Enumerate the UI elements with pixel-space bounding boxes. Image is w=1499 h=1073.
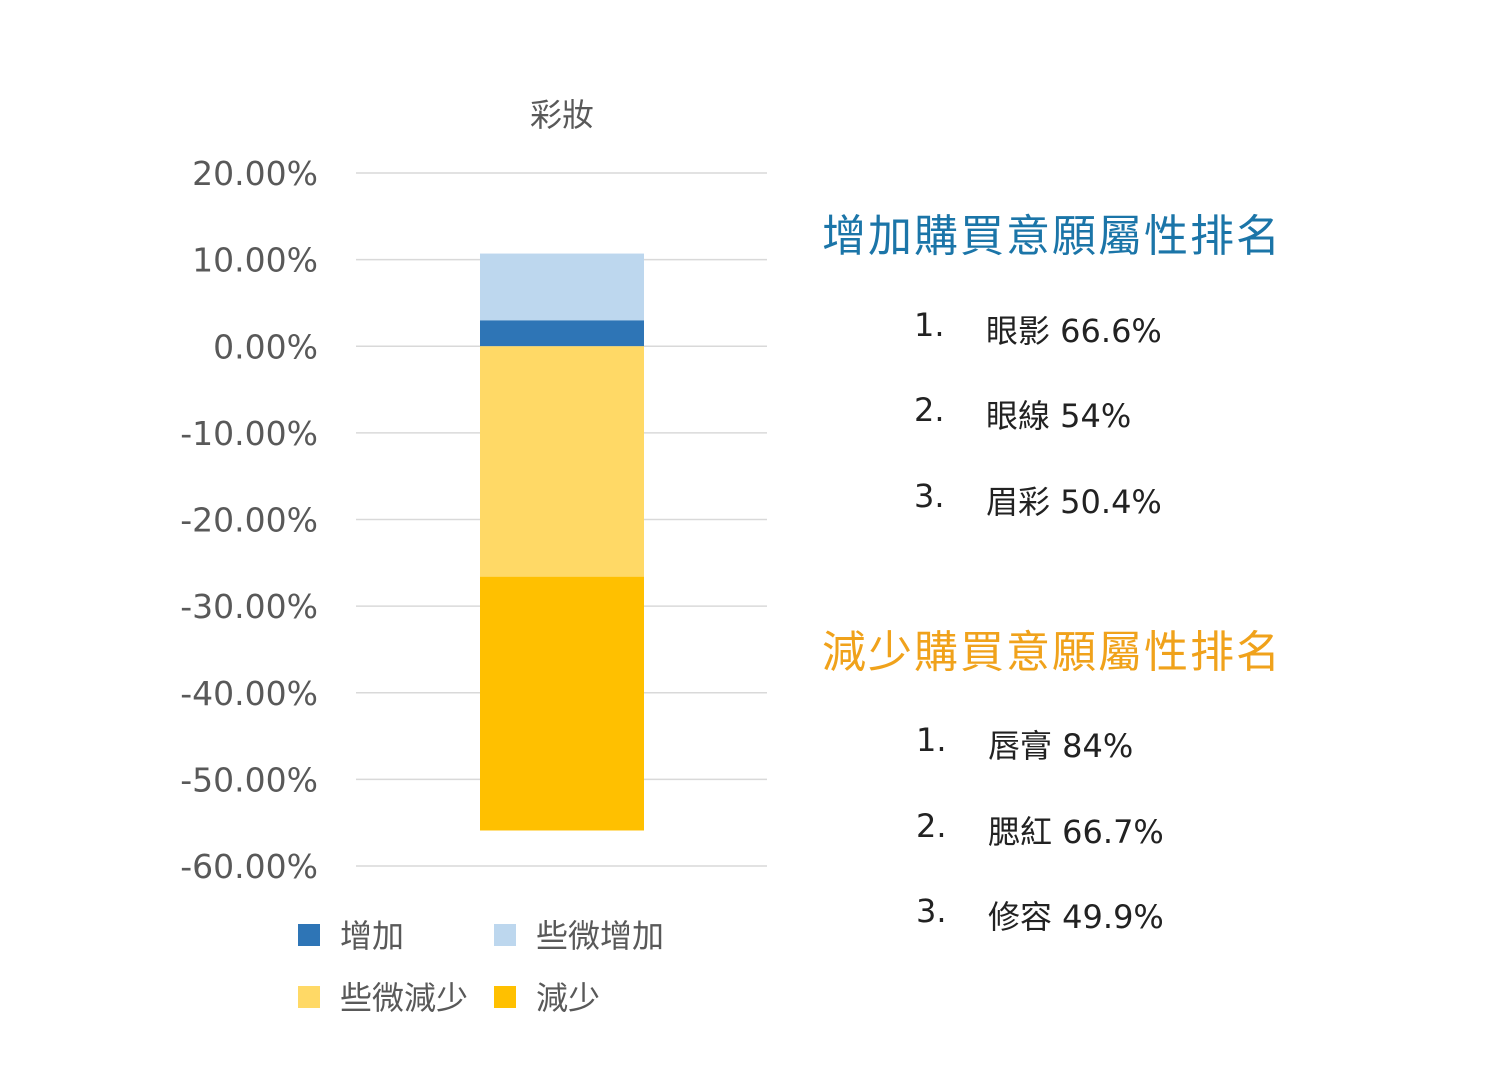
y-axis-tick-labels: 20.00% 10.00% 0.00% -10.00% -20.00% -30.00% -4…	[180, 154, 318, 886]
bar-segment	[480, 253, 644, 321]
chart-title: 彩妝	[530, 96, 594, 134]
legend-label: 增加	[340, 917, 404, 955]
rank-text: 腮紅 66.7%	[988, 813, 1164, 851]
rank-text: 眼影 66.6%	[986, 312, 1162, 350]
rank-text: 眉彩 50.4%	[986, 483, 1162, 521]
y-tick-label: 10.00%	[192, 241, 318, 280]
y-tick-label: -20.00%	[180, 501, 318, 540]
y-tick-label: -10.00%	[180, 414, 318, 453]
y-tick-label: 20.00%	[192, 154, 318, 193]
y-tick-label: -50.00%	[180, 760, 318, 799]
legend-swatch	[298, 924, 320, 946]
bar-segment	[480, 346, 644, 577]
y-tick-label: -30.00%	[180, 587, 318, 626]
rank-number: 1.	[914, 306, 945, 344]
rank-number: 3.	[914, 477, 945, 515]
legend-label: 些微增加	[536, 917, 664, 955]
legend-label: 減少	[536, 979, 600, 1017]
rank-text: 唇膏 84%	[988, 727, 1134, 765]
legend-swatch	[298, 986, 320, 1008]
increase-ranking-title: 增加購買意願屬性排名	[822, 211, 1282, 262]
decrease-ranking-title: 減少購買意願屬性排名	[822, 627, 1282, 678]
y-tick-label: -40.00%	[180, 674, 318, 713]
stacked-bar-chart: 彩妝 20.00% 10.00% 0.00% -10.00% -20.00% -30.00…	[180, 96, 767, 1017]
bar-segments	[480, 253, 644, 831]
rank-number: 2.	[914, 391, 945, 429]
legend-swatch	[494, 986, 516, 1008]
legend-swatch	[494, 924, 516, 946]
rank-number: 2.	[916, 807, 947, 845]
y-tick-label: -60.00%	[180, 847, 318, 886]
y-tick-label: 0.00%	[213, 327, 318, 366]
bar-segment	[480, 576, 644, 831]
bar-segment	[480, 320, 644, 347]
rank-number: 3.	[916, 892, 947, 930]
rank-number: 1.	[916, 721, 947, 759]
rank-text: 眼線 54%	[986, 397, 1132, 435]
rank-text: 修容 49.9%	[988, 898, 1164, 936]
legend-label: 些微減少	[340, 979, 468, 1017]
